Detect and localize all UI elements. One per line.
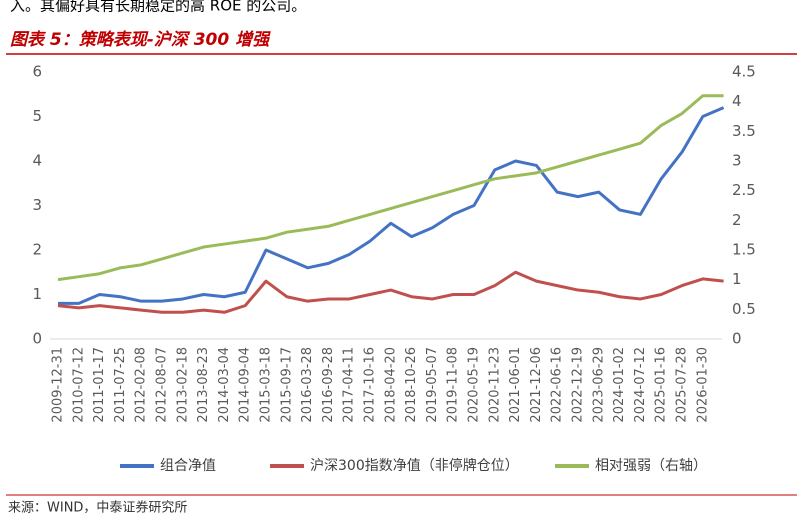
legend-label: 组合净值 bbox=[160, 458, 216, 474]
x-tick-label: 2011-01-17 bbox=[92, 347, 107, 423]
series-line bbox=[57, 94, 724, 282]
x-tick-label: 2021-06-01 bbox=[508, 347, 523, 423]
x-tick-label: 2011-07-25 bbox=[113, 347, 128, 423]
x-tick-label: 2017-10-16 bbox=[363, 347, 378, 423]
x-tick-label: 2023-06-29 bbox=[591, 347, 606, 423]
y2-tick-label: 1.5 bbox=[732, 241, 756, 259]
y2-tick-label: 3.5 bbox=[732, 122, 756, 140]
x-tick-label: 2019-05-07 bbox=[425, 347, 440, 423]
y-tick-label: 3 bbox=[32, 196, 42, 214]
series-line bbox=[57, 270, 724, 314]
y2-tick-label: 2 bbox=[732, 211, 742, 229]
x-tick-label: 2020-05-19 bbox=[467, 347, 482, 423]
x-tick-label: 2015-09-17 bbox=[279, 347, 294, 423]
x-tick-label: 2019-11-08 bbox=[446, 347, 461, 423]
x-tick-label: 2018-04-20 bbox=[383, 347, 398, 423]
x-tick-label: 2020-11-23 bbox=[487, 347, 502, 423]
y-tick-label: 1 bbox=[32, 285, 42, 303]
x-tick-label: 2012-02-08 bbox=[134, 347, 149, 423]
x-tick-label: 2024-07-12 bbox=[633, 347, 648, 423]
y2-tick-label: 1 bbox=[732, 270, 742, 288]
x-tick-label: 2013-08-23 bbox=[196, 347, 211, 423]
legend-label: 沪深300指数净值（非停牌仓位） bbox=[310, 457, 519, 474]
y2-tick-label: 4 bbox=[732, 92, 742, 110]
y2-tick-label: 2.5 bbox=[732, 181, 756, 199]
y-tick-label: 0 bbox=[32, 330, 42, 348]
series-line bbox=[58, 106, 725, 305]
y2-tick-label: 3 bbox=[732, 152, 742, 170]
x-tick-label: 2010-07-12 bbox=[71, 347, 86, 423]
y-tick-label: 2 bbox=[32, 241, 42, 259]
y2-tick-label: 0.5 bbox=[732, 300, 756, 318]
x-tick-label: 2015-03-18 bbox=[259, 347, 274, 423]
x-tick-label: 2014-03-04 bbox=[217, 347, 232, 423]
legend-label: 相对强弱（右轴） bbox=[595, 458, 707, 474]
x-tick-label: 2021-12-06 bbox=[529, 347, 544, 423]
x-tick-label: 2024-01-02 bbox=[612, 347, 627, 423]
x-tick-label: 2025-07-28 bbox=[675, 347, 690, 423]
x-tick-label: 2026-01-30 bbox=[695, 347, 710, 423]
y-tick-label: 6 bbox=[32, 63, 42, 81]
y-tick-label: 5 bbox=[32, 107, 42, 125]
y-tick-label: 4 bbox=[32, 152, 42, 170]
x-tick-label: 2018-10-26 bbox=[404, 347, 419, 423]
y2-tick-label: 0 bbox=[732, 330, 742, 348]
x-tick-label: 2012-08-07 bbox=[155, 347, 170, 423]
x-tick-label: 2025-01-16 bbox=[654, 347, 669, 423]
x-tick-label: 2014-09-04 bbox=[238, 347, 253, 423]
x-tick-label: 2022-12-19 bbox=[571, 347, 586, 423]
x-tick-label: 2009-12-31 bbox=[51, 347, 66, 423]
x-tick-label: 2022-06-16 bbox=[550, 347, 565, 423]
x-tick-label: 2016-03-28 bbox=[300, 347, 315, 423]
y2-tick-label: 4.5 bbox=[732, 63, 756, 81]
source: 来源：WIND，中泰证券研究所 bbox=[8, 500, 187, 516]
x-tick-label: 2017-04-11 bbox=[342, 347, 357, 423]
header-text: 入。其偏好具有长期稳定的高 ROE 的公司。 bbox=[10, 0, 306, 15]
chart-title: 图表 5：策略表现-沪深 300 增强 bbox=[10, 30, 271, 50]
x-tick-label: 2016-09-28 bbox=[321, 347, 336, 423]
x-tick-label: 2013-02-18 bbox=[175, 347, 190, 423]
